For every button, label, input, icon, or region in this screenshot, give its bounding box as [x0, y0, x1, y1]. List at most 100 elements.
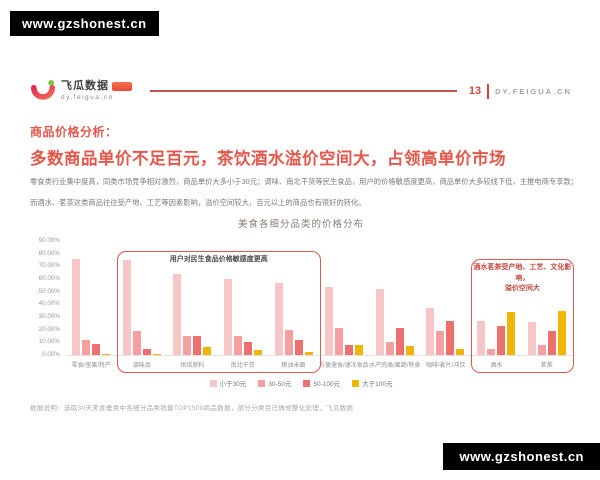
page-header: 飞瓜数据 dy.feigua.cn 13 DY.FEIGUA.CN: [30, 74, 572, 108]
bar-group: [66, 241, 117, 355]
bar-50-100元: [244, 342, 253, 355]
x-axis-label: 零食/坚果/特产: [71, 363, 111, 369]
y-axis-tick: 90.00%: [38, 237, 60, 244]
plot-wrap: 90.00% 80.00% 70.00% 60.00% 50.00% 40.00% 30.0…: [30, 237, 574, 373]
legend-swatch: [303, 379, 311, 387]
bar-group: [117, 241, 168, 355]
bar-大于100元: [507, 311, 516, 355]
y-axis-tick: 30.00%: [38, 313, 60, 320]
body-line-1: 零食类行业集中度高，同类市场竞争相对激烈，商品单价大多小于30元；调味、南北干货…: [30, 177, 575, 186]
feigua-logo: 飞瓜数据 dy.feigua.cn: [30, 78, 132, 104]
logo-subtitle: dy.feigua.cn: [61, 94, 114, 102]
x-axis-label: 茗茶: [540, 363, 553, 369]
bar-group: [218, 241, 269, 355]
y-axis-tick: 10.00%: [38, 338, 60, 346]
page-number-divider: [487, 83, 490, 99]
logo-badge: [112, 81, 132, 91]
bar-大于100元: [557, 310, 566, 355]
legend-item: 50-100元: [303, 378, 340, 388]
bar-大于100元: [152, 354, 161, 355]
bar-group: [471, 241, 522, 355]
legend-label: 30-50元: [268, 381, 292, 388]
y-axis-tick: 70.00%: [38, 262, 60, 270]
price-distribution-chart: 美食各细分品类的价格分布 90.00% 80.00% 70.00% 60.00% 50.…: [30, 216, 574, 388]
x-axis-label: 烘焙原料: [180, 363, 205, 369]
legend-item: 30-50元: [258, 378, 291, 388]
plot-area: 零食/坚果/特产 调味品 烘焙原料 南北干货 粮油米面 方便速食/速冻食品 水产肉类/果蔬/…: [66, 241, 574, 373]
y-axis-tick: 50.00%: [38, 287, 60, 295]
x-axis-label: 酒水: [490, 363, 503, 369]
bar-30-50元: [537, 344, 546, 355]
bar-50-100元: [547, 330, 556, 355]
body-line-2: 而酒水、茗茶这类商品往往受产地、工艺等因素影响，溢价空间较大，百元以上的商品也有…: [30, 198, 366, 207]
bar-大于100元: [304, 352, 313, 355]
legend-label: 大于100元: [362, 381, 393, 388]
legend-swatch: [258, 379, 266, 387]
x-axis-labels: 零食/坚果/特产 调味品 烘焙原料 南北干货 粮油米面 方便速食/速冻食品 水产肉类/果蔬/…: [66, 360, 572, 369]
bar-小于30元: [274, 282, 283, 355]
y-axis: 90.00% 80.00% 70.00% 60.00% 50.00% 40.00% 30.0…: [30, 237, 66, 358]
bar-大于100元: [102, 353, 111, 355]
bar-30-50元: [385, 342, 394, 355]
bar-大于100元: [456, 348, 465, 355]
legend-swatch: [209, 379, 217, 387]
feigua-logo-icon: [30, 80, 56, 100]
bar-大于100元: [405, 346, 414, 355]
bar-小于30元: [426, 308, 435, 355]
bar-小于30元: [477, 320, 486, 355]
legend-swatch: [352, 379, 360, 387]
x-axis-label: 南北干货: [230, 363, 255, 369]
bar-group: [370, 241, 421, 355]
y-axis-tick: 80.00%: [38, 249, 60, 257]
legend-label: 小于30元: [219, 381, 247, 388]
bar-50-100元: [497, 325, 506, 355]
y-axis-tick: 20.00%: [38, 325, 60, 333]
bar-50-100元: [446, 320, 455, 355]
bar-大于100元: [254, 349, 263, 355]
bar-大于100元: [355, 344, 364, 355]
bar-小于30元: [122, 260, 131, 355]
page-number: 13: [468, 85, 482, 97]
bar-group: [319, 241, 370, 355]
bar-小于30元: [173, 273, 182, 355]
bar-50-100元: [142, 348, 151, 355]
bar-大于100元: [203, 347, 212, 355]
bar-小于30元: [325, 286, 334, 355]
legend-label: 50-100元: [313, 381, 341, 388]
legend-item: 小于30元: [209, 378, 247, 388]
chart-legend: 小于30元 30-50元 50-100元 大于100元: [30, 378, 572, 388]
body-paragraph: 零食类行业集中度高，同类市场竞争相对激烈，商品单价大多小于30元；调味、南北干货…: [30, 177, 575, 219]
y-axis-tick: 0.00%: [42, 351, 60, 358]
x-axis-label: 粮油米面: [281, 363, 306, 369]
title-block: 商品价格分析： 多数商品单价不足百元，茶饮酒水溢价空间大，占领高单价市场: [30, 123, 506, 169]
x-axis-label: 调味品: [132, 363, 151, 369]
bar-group: [268, 241, 319, 355]
bar-50-100元: [193, 336, 202, 355]
bar-30-50元: [335, 328, 344, 355]
bar-30-50元: [132, 330, 141, 355]
data-footnote: 数据说明：选取30天美食垂类中各细分品类销量TOP1500商品数据，部分分类目已…: [30, 405, 354, 412]
bar-30-50元: [284, 329, 293, 355]
chart-title: 美食各细分品类的价格分布: [237, 219, 364, 230]
bar-50-100元: [395, 328, 404, 355]
x-axis-label: 咖啡/麦片/冲饮: [426, 363, 466, 369]
y-axis-tick: 60.00%: [38, 275, 60, 282]
bars-area: [66, 241, 572, 356]
bar-30-50元: [487, 348, 496, 355]
section-kicker: 商品价格分析：: [30, 125, 118, 139]
x-axis-label: 水产肉类/果蔬/熟食: [369, 363, 421, 369]
bar-30-50元: [183, 336, 192, 355]
bar-50-100元: [345, 344, 354, 355]
bar-小于30元: [224, 279, 233, 355]
logo-text: 飞瓜数据 dy.feigua.cn: [61, 80, 132, 101]
bar-30-50元: [234, 336, 243, 355]
bar-小于30元: [375, 289, 384, 355]
bar-30-50元: [82, 339, 91, 355]
bar-30-50元: [436, 330, 445, 355]
bar-50-100元: [294, 339, 303, 355]
bar-小于30元: [527, 322, 536, 355]
bar-50-100元: [92, 343, 101, 355]
watermark-top: www.gzshonest.cn: [10, 11, 159, 36]
logo-title: 飞瓜数据: [61, 80, 109, 93]
